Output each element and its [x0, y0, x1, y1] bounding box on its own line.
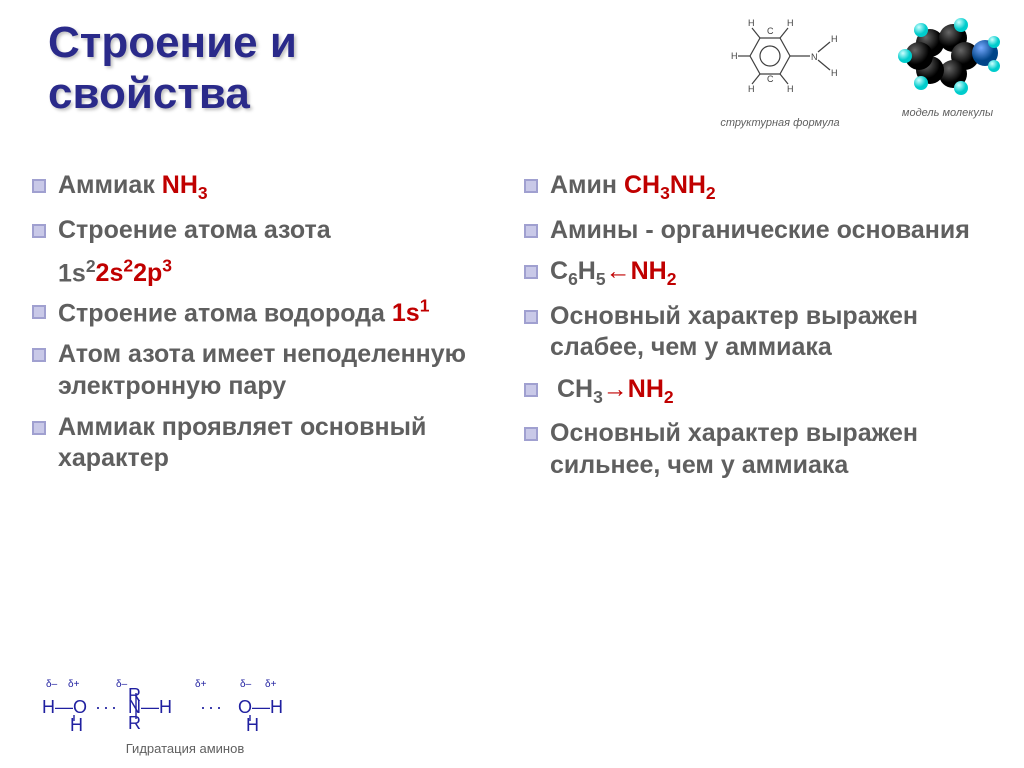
right-item-organic-bases: Амины - органические основания [524, 215, 992, 246]
molecule-model-figure: модель молекулы [895, 8, 1000, 119]
bullet-icon [524, 265, 538, 279]
right-column: Амин CH3NH2 Амины - органические основан… [524, 170, 992, 491]
right-item-aniline-formula: C6H5←NH2 [524, 256, 992, 291]
left-item-hydrogen-structure: Строение атома водорода 1s1 [32, 296, 500, 330]
bullet-text: C6H5←NH2 [550, 256, 676, 291]
slide-title: Строение и свойства [48, 18, 297, 119]
svg-text:···: ··· [200, 697, 224, 717]
bullet-text: Аммиак проявляет основный характер [58, 412, 500, 475]
svg-text:···: ··· [95, 697, 119, 717]
bullet-icon [524, 427, 538, 441]
bullet-icon [32, 348, 46, 362]
left-item-basic-character: Аммиак проявляет основный характер [32, 412, 500, 475]
bullet-icon [32, 305, 46, 319]
svg-text:C: C [767, 74, 774, 84]
svg-text:δ+: δ+ [265, 679, 277, 690]
left-item-ammonia: Аммиак NH3 [32, 170, 500, 205]
svg-text:δ+: δ+ [68, 679, 80, 690]
hydration-diagram-icon: δ–δ+ δ–δ+ δ–δ+ H—O ··· R N—H R ··· O—H H… [40, 673, 330, 737]
electron-config-nitrogen: 1s22s22p3 [58, 256, 500, 290]
hydration-figure: δ–δ+ δ–δ+ δ–δ+ H—O ··· R N—H R ··· O—H H… [40, 673, 330, 756]
svg-text:C: C [767, 26, 774, 36]
top-figures: H H H H H C C N H H структурная формула [705, 8, 1000, 129]
bullet-text: Основный характер выражен слабее, чем у … [550, 301, 992, 364]
bullet-text: Амины - органические основания [550, 215, 970, 246]
bullet-text: Амин CH3NH2 [550, 170, 716, 205]
svg-text:O—H: O—H [238, 697, 283, 717]
bullet-text: Атом азота имеет неподеленную электронну… [58, 339, 500, 402]
left-column: Аммиак NH3 Строение атома азота 1s22s22p… [32, 170, 500, 491]
svg-text:N: N [811, 52, 818, 62]
hydration-caption: Гидратация аминов [126, 741, 244, 756]
bullet-icon [524, 383, 538, 397]
content-columns: Аммиак NH3 Строение атома азота 1s22s22p… [32, 170, 992, 491]
right-item-stronger-base: Основный характер выражен сильнее, чем у… [524, 418, 992, 481]
svg-text:δ–: δ– [116, 679, 128, 690]
bullet-icon [524, 179, 538, 193]
bullet-icon [524, 224, 538, 238]
left-item-nitrogen-structure: Строение атома азота [32, 215, 500, 246]
molecule-model-icon [895, 8, 1000, 103]
right-item-amine: Амин CH3NH2 [524, 170, 992, 205]
svg-text:H—O: H—O [42, 697, 87, 717]
svg-text:H: H [831, 34, 838, 44]
bullet-icon [524, 310, 538, 324]
svg-text:H: H [748, 18, 755, 28]
structural-formula-caption: структурная формула [720, 117, 839, 129]
structural-formula-figure: H H H H H C C N H H структурная формула [705, 8, 855, 129]
svg-text:H: H [748, 84, 755, 94]
bullet-icon [32, 224, 46, 238]
bullet-text: Аммиак NH3 [58, 170, 208, 205]
svg-text:H: H [787, 84, 794, 94]
svg-text:H: H [246, 715, 259, 735]
right-item-weaker-base: Основный характер выражен слабее, чем у … [524, 301, 992, 364]
svg-text:δ+: δ+ [195, 679, 207, 690]
bullet-text: Строение атома азота [58, 215, 331, 246]
bullet-text: CH3→NH2 [550, 374, 674, 409]
svg-text:H: H [831, 68, 838, 78]
bullet-icon [32, 421, 46, 435]
svg-text:H: H [787, 18, 794, 28]
molecule-model-caption: модель молекулы [902, 107, 993, 119]
bullet-icon [32, 179, 46, 193]
svg-text:R: R [128, 713, 141, 733]
svg-text:H: H [70, 715, 83, 735]
left-item-lone-pair: Атом азота имеет неподеленную электронну… [32, 339, 500, 402]
structural-formula-icon: H H H H H C C N H H [705, 8, 855, 113]
svg-text:δ–: δ– [46, 679, 58, 690]
bullet-text: Строение атома водорода 1s1 [58, 296, 429, 330]
svg-text:δ–: δ– [240, 679, 252, 690]
right-item-methylamine-formula: CH3→NH2 [524, 374, 992, 409]
svg-text:H: H [731, 51, 738, 61]
bullet-text: Основный характер выражен сильнее, чем у… [550, 418, 992, 481]
